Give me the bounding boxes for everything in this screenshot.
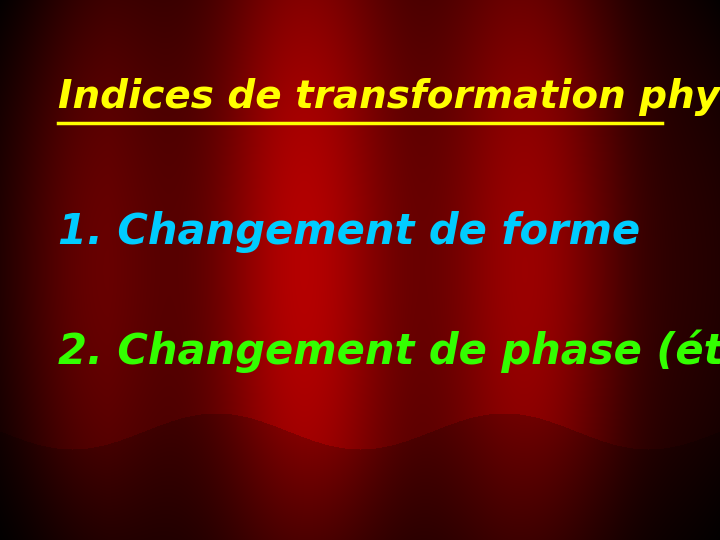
Text: 2. Changement de phase (état): 2. Changement de phase (état) [58, 329, 720, 373]
Text: 1. Changement de forme: 1. Changement de forme [58, 211, 640, 253]
Text: Indices de transformation physique: Indices de transformation physique [58, 78, 720, 116]
